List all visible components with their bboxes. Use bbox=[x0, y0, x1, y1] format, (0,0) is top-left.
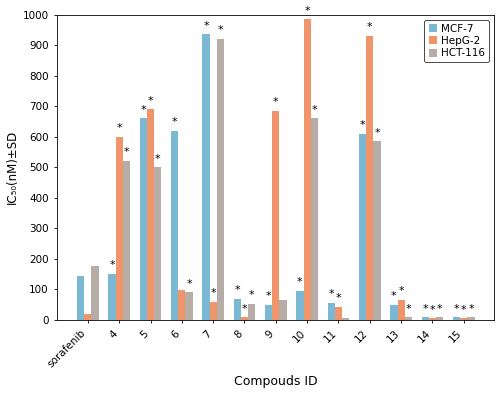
Text: *: * bbox=[273, 97, 278, 107]
Text: *: * bbox=[297, 277, 302, 287]
Bar bbox=[171, 131, 178, 320]
Bar bbox=[241, 318, 248, 320]
Bar bbox=[186, 292, 192, 320]
Bar bbox=[422, 318, 429, 320]
Bar bbox=[296, 291, 304, 320]
Text: *: * bbox=[468, 304, 474, 314]
Text: *: * bbox=[234, 285, 240, 296]
Bar bbox=[453, 318, 460, 320]
Bar bbox=[178, 290, 186, 320]
Text: *: * bbox=[155, 154, 160, 164]
Bar bbox=[108, 274, 116, 320]
Text: *: * bbox=[304, 6, 310, 15]
Text: *: * bbox=[336, 294, 342, 303]
Bar bbox=[147, 109, 154, 320]
Text: *: * bbox=[360, 120, 366, 130]
Bar bbox=[92, 266, 98, 320]
Text: *: * bbox=[218, 25, 223, 35]
Bar bbox=[123, 161, 130, 320]
Bar bbox=[468, 318, 474, 320]
Bar bbox=[280, 300, 286, 320]
Bar bbox=[217, 39, 224, 320]
Text: *: * bbox=[328, 289, 334, 299]
Bar bbox=[429, 318, 436, 320]
Bar bbox=[116, 137, 123, 320]
Bar bbox=[359, 134, 366, 320]
Bar bbox=[248, 304, 256, 320]
Bar bbox=[328, 303, 335, 320]
Legend: MCF-7, HepG-2, HCT-116: MCF-7, HepG-2, HCT-116 bbox=[424, 20, 489, 62]
Text: *: * bbox=[109, 260, 115, 270]
Bar bbox=[366, 36, 374, 320]
Text: *: * bbox=[454, 304, 460, 314]
Text: *: * bbox=[266, 291, 272, 301]
Text: *: * bbox=[140, 105, 146, 115]
Bar bbox=[210, 302, 217, 320]
Bar bbox=[265, 305, 272, 320]
Text: *: * bbox=[148, 96, 154, 106]
Text: *: * bbox=[312, 105, 317, 115]
Bar bbox=[390, 305, 398, 320]
Text: *: * bbox=[406, 304, 411, 314]
Text: *: * bbox=[367, 22, 372, 32]
Text: *: * bbox=[461, 305, 466, 315]
Text: *: * bbox=[186, 279, 192, 289]
Bar bbox=[374, 141, 380, 320]
Text: *: * bbox=[210, 288, 216, 299]
Text: *: * bbox=[116, 123, 122, 133]
Bar bbox=[202, 35, 209, 320]
Bar bbox=[84, 314, 91, 320]
Bar bbox=[310, 119, 318, 320]
Bar bbox=[272, 111, 280, 320]
Text: *: * bbox=[391, 291, 396, 301]
Bar bbox=[436, 318, 443, 320]
Bar bbox=[460, 318, 468, 320]
Text: *: * bbox=[203, 21, 209, 31]
Text: *: * bbox=[172, 117, 178, 127]
Bar bbox=[404, 318, 412, 320]
Bar bbox=[154, 167, 162, 320]
Y-axis label: IC₅₀(nM)±SD: IC₅₀(nM)±SD bbox=[6, 130, 18, 204]
X-axis label: Compouds ID: Compouds ID bbox=[234, 375, 318, 388]
Bar bbox=[398, 300, 404, 320]
Bar bbox=[304, 19, 310, 320]
Text: *: * bbox=[398, 286, 404, 296]
Text: *: * bbox=[374, 128, 380, 138]
Bar bbox=[335, 307, 342, 320]
Bar bbox=[234, 299, 241, 320]
Text: *: * bbox=[249, 290, 254, 300]
Text: *: * bbox=[430, 305, 435, 315]
Text: *: * bbox=[422, 304, 428, 314]
Bar bbox=[140, 119, 147, 320]
Bar bbox=[77, 275, 84, 320]
Text: *: * bbox=[124, 147, 129, 158]
Text: *: * bbox=[242, 304, 248, 314]
Text: *: * bbox=[437, 304, 442, 314]
Bar bbox=[342, 318, 349, 320]
